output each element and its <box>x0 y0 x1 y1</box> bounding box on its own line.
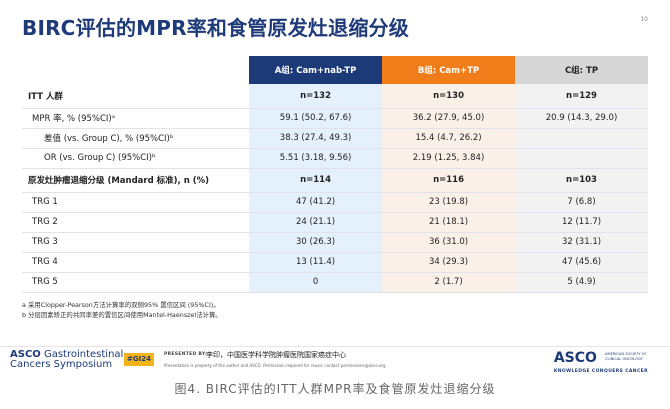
cell-group-b: n=116 <box>382 167 516 193</box>
slide-title: BIRC评估的MPR率和食管原发灶退缩分级 <box>22 16 409 40</box>
cell-group-b: 36.2 (27.9, 45.0) <box>382 108 516 129</box>
slide-footer: ASCO Gastrointestinal Cancers Symposium … <box>0 346 670 378</box>
table-row: OR (vs. Group C) (95%CI)ᵇ 5.51 (3.18, 9.5… <box>22 148 648 169</box>
footnotes: a 采用Clopper-Pearson方法计算率的双侧95% 置信区间 (95%… <box>22 300 222 320</box>
cell-group-a: 38.3 (27.4, 49.3) <box>249 128 383 149</box>
results-table: A组: Cam+nab-TP B组: Cam+TP C组: TP ITT 人群 n… <box>22 56 648 293</box>
cell-group-a: 24 (21.1) <box>249 212 383 233</box>
cell-group-c: 20.9 (14.3, 29.0) <box>515 108 648 129</box>
table-row: TRG 3 30 (26.3) 36 (31.0) 32 (31.1) <box>22 232 648 253</box>
cell-group-c: 32 (31.1) <box>515 232 648 253</box>
cell-group-c: n=103 <box>515 167 648 193</box>
header-group-b: B组: Cam+TP <box>382 56 516 84</box>
cell-group-b: 21 (18.1) <box>382 212 516 233</box>
table-row: MPR 率, % (95%CI)ᵃ 59.1 (50.2, 67.6) 36.2 (… <box>22 108 648 129</box>
table-row: TRG 2 24 (21.1) 21 (18.1) 12 (11.7) <box>22 212 648 233</box>
cell-group-c: 7 (6.8) <box>515 192 648 213</box>
footnote-b: b 分层因素矫正的共同率差的置信区间使用Mantel-Haenszel法计算。 <box>22 311 222 319</box>
row-label: TRG 5 <box>22 272 250 293</box>
cell-group-a: n=114 <box>249 167 383 193</box>
header-empty <box>22 56 250 84</box>
cell-group-b: 2.19 (1.25, 3.84) <box>382 148 516 169</box>
cell-group-a: n=132 <box>249 84 383 109</box>
page-number: 10 <box>640 16 648 23</box>
cell-group-a: 59.1 (50.2, 67.6) <box>249 108 383 129</box>
asco-tagline: KNOWLEDGE CONQUERS CANCER <box>553 369 648 374</box>
row-label: 原发灶肿瘤退缩分级 (Mandard 标准), n (%) <box>22 167 250 193</box>
header-group-c: C组: TP <box>515 56 648 84</box>
row-label: 差值 (vs. Group C), % (95%CI)ᵇ <box>22 128 250 149</box>
footnote-a: a 采用Clopper-Pearson方法计算率的双侧95% 置信区间 (95%… <box>22 301 220 309</box>
row-label: TRG 4 <box>22 252 250 273</box>
table-header-row: A组: Cam+nab-TP B组: Cam+TP C组: TP <box>22 56 648 84</box>
cell-group-b: 34 (29.3) <box>382 252 516 273</box>
cell-group-c: 12 (11.7) <box>515 212 648 233</box>
table-row: 差值 (vs. Group C), % (95%CI)ᵇ 38.3 (27.4, … <box>22 128 648 149</box>
cell-group-a: 47 (41.2) <box>249 192 383 213</box>
asco-gi-logo-bold: ASCO <box>10 349 41 360</box>
asco-society-text: AMERICAN SOCIETY OF CLINICAL ONCOLOGY <box>605 352 647 361</box>
row-label: MPR 率, % (95%CI)ᵃ <box>22 108 250 129</box>
asco-logo: ASCO AMERICAN SOCIETY OF CLINICAL ONCOLO… <box>554 350 648 374</box>
table-row: TRG 1 47 (41.2) 23 (19.8) 7 (6.8) <box>22 192 648 213</box>
cell-group-a: 5.51 (3.18, 9.56) <box>249 148 383 169</box>
asco-gi-logo: ASCO Gastrointestinal Cancers Symposium <box>10 350 123 370</box>
cell-group-c <box>515 148 648 169</box>
table-row: TRG 4 13 (11.4) 34 (29.3) 47 (45.6) <box>22 252 648 273</box>
row-label: TRG 3 <box>22 232 250 253</box>
cell-group-b: 15.4 (4.7, 26.2) <box>382 128 516 149</box>
row-label: TRG 2 <box>22 212 250 233</box>
cell-group-b: 2 (1.7) <box>382 272 516 293</box>
gi24-badge: #GI24 <box>124 353 154 366</box>
cell-group-c: 47 (45.6) <box>515 252 648 273</box>
asco-gi-logo-line1: Gastrointestinal <box>40 349 124 360</box>
presented-by-label: PRESENTED BY: <box>164 352 208 357</box>
cell-group-b: 36 (31.0) <box>382 232 516 253</box>
asco-logo-text: ASCO <box>553 350 597 366</box>
cell-group-a: 13 (11.4) <box>249 252 383 273</box>
figure-caption: 图4. BIRC评估的ITT人群MPR率及食管原发灶退缩分级 <box>174 382 496 396</box>
presenter-name: 李印，中国医学科学院肿瘤医院国家癌症中心 <box>206 351 346 359</box>
cell-group-a: 30 (26.3) <box>249 232 383 253</box>
header-group-a: A组: Cam+nab-TP <box>249 56 383 84</box>
table-row: ITT 人群 n=132 n=130 n=129 <box>22 84 648 109</box>
cell-group-c: 5 (4.9) <box>515 272 648 293</box>
property-notice: Presentation is property of the author a… <box>164 363 386 368</box>
cell-group-c: n=129 <box>515 84 648 109</box>
cell-group-b: 23 (19.8) <box>382 192 516 213</box>
slide: BIRC评估的MPR率和食管原发灶退缩分级 10 A组: Cam+nab-TP … <box>0 16 670 378</box>
row-label: OR (vs. Group C) (95%CI)ᵇ <box>22 148 250 169</box>
cell-group-b: n=130 <box>382 84 516 109</box>
asco-gi-logo-line2: Cancers Symposium <box>10 359 113 370</box>
cell-group-a: 0 <box>249 272 383 293</box>
row-label: ITT 人群 <box>22 84 250 109</box>
table-row: 原发灶肿瘤退缩分级 (Mandard 标准), n (%) n=114 n=116 n… <box>22 167 648 193</box>
row-label: TRG 1 <box>22 192 250 213</box>
cell-group-c <box>515 128 648 149</box>
